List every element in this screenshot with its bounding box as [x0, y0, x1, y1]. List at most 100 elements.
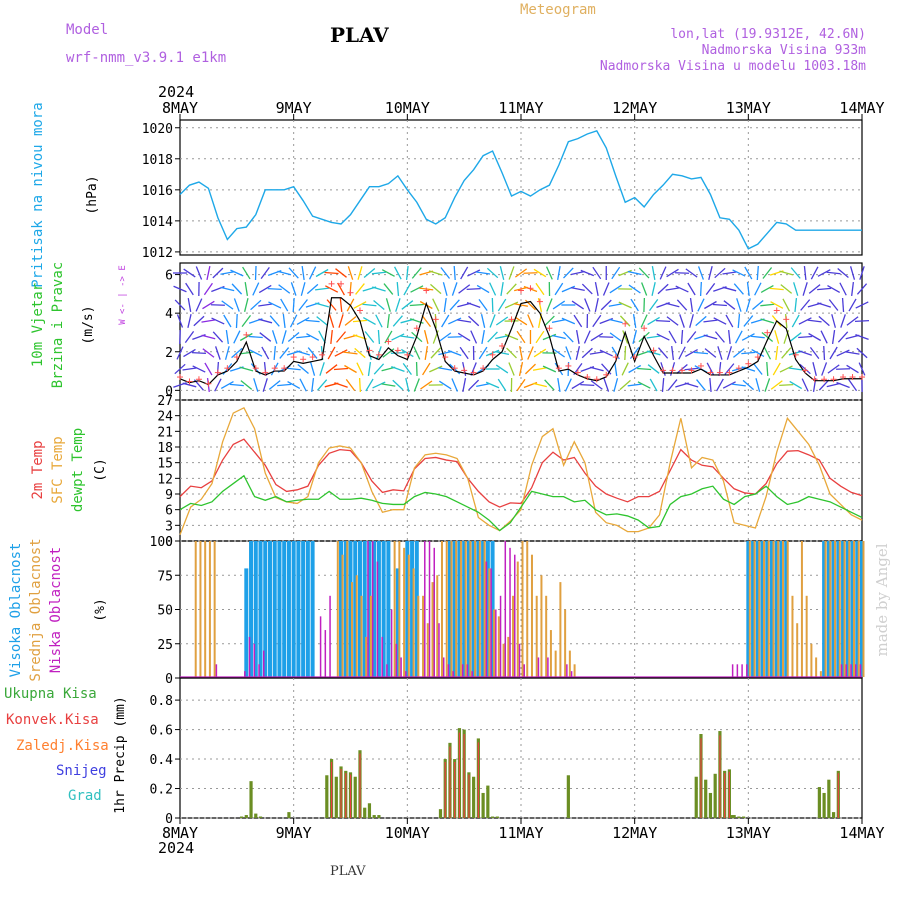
wind-arrow: [383, 283, 394, 295]
wind-arrow: [252, 282, 260, 296]
wind-arrow: [220, 286, 235, 292]
cloud-mid-bar: [549, 630, 552, 677]
wind-arrow: [392, 315, 403, 327]
wind-arrow: [637, 381, 651, 389]
cloud-mid-bar: [545, 595, 548, 677]
cloud-mid-bar: [829, 541, 832, 677]
wind-arrow: [789, 380, 803, 390]
pressure-unit: (hPa): [85, 175, 100, 214]
wind-arrow: [440, 267, 451, 279]
cloud-high-bar: [357, 541, 362, 677]
wind-arrow: [381, 269, 395, 277]
cloud-mid-bar: [369, 595, 372, 677]
precip-bar: [495, 816, 499, 818]
precip-bar: [472, 776, 476, 818]
wind-arrow: [580, 383, 595, 387]
location-text: lon,lat (19.9312E, 42.6N): [670, 27, 866, 42]
precip-conv-bar: [359, 753, 361, 818]
cloud-low-bar: [741, 664, 743, 677]
wind-arrow: [545, 266, 553, 280]
wind-arrow: [442, 282, 448, 296]
wind-arrow: [575, 346, 581, 360]
wind-arrow: [468, 379, 480, 391]
wind-arrow: [689, 314, 694, 328]
cloud-low-bar: [736, 664, 739, 677]
temp-unit: (C): [93, 458, 108, 481]
wind-arrow: [201, 334, 216, 340]
cloud-high-bar: [267, 541, 272, 677]
cloud-low-bar: [490, 568, 492, 677]
wind-arrow: [685, 349, 698, 357]
wind-arrow: [589, 366, 604, 372]
wind-arrow: [310, 362, 316, 376]
wind-arrow: [182, 382, 197, 388]
cloud-high-bar: [760, 541, 765, 677]
ytick-label: 0.4: [150, 753, 174, 768]
wind-arrow: [176, 314, 184, 328]
wind-arrow: [476, 284, 490, 294]
wind-arrow: [703, 334, 718, 340]
wind-arrow: [809, 347, 820, 359]
wind-arrow: [466, 287, 481, 291]
wind-arrow: [775, 345, 779, 361]
cloud-high-bar: [452, 541, 457, 677]
wind-arrow: [413, 378, 420, 392]
wind-arrow: [656, 319, 671, 323]
cloud-low-bar: [499, 595, 502, 677]
cloud-mid-bar: [516, 561, 519, 677]
wind-arrow: [602, 282, 610, 296]
wind-arrow: [741, 351, 756, 355]
wind-arrow: [680, 329, 684, 345]
precip-conv-bar: [837, 773, 839, 818]
wind-arrow: [487, 331, 498, 343]
precip-bar: [737, 816, 741, 818]
top-time-axis: 8MAY 9MAY 10MAY 11MAY 12MAY 13MAY 14MAY: [162, 99, 885, 120]
ytick-label: 2: [165, 346, 173, 361]
top-day-label: 8MAY: [162, 99, 198, 117]
wind-arrow: [770, 380, 783, 390]
wind-arrow: [751, 349, 765, 357]
wind-arrow: [603, 378, 610, 392]
cloud-low-bar: [253, 643, 256, 677]
precip-conv-bar: [719, 735, 721, 818]
cloud-mid-bar: [488, 568, 491, 677]
wind-arrow: [306, 283, 319, 295]
wind-arrow: [800, 299, 811, 311]
wind-arrow: [769, 287, 784, 291]
wind-arrow: [581, 347, 593, 359]
precip-bar: [831, 812, 836, 818]
wind-arrow: [244, 281, 249, 297]
wind-arrow: [421, 315, 432, 327]
wind-arrow: [770, 301, 784, 309]
wind-arrow: [756, 265, 759, 281]
wind-arrow: [780, 284, 793, 294]
wind-arrow: [438, 350, 453, 356]
wind-arrow: [204, 362, 213, 376]
precip-conv-bar: [463, 734, 465, 818]
wind-arrow: [807, 319, 822, 323]
cloud-mid-bar: [568, 650, 571, 677]
wind-arrow: [801, 378, 809, 392]
wind-arrow: [546, 298, 553, 312]
cloud-low-bar: [405, 671, 407, 677]
wind-arrow: [316, 316, 328, 326]
wind-arrow: [828, 299, 839, 311]
wind-arrow: [754, 282, 762, 296]
wind-arrow: [460, 266, 469, 280]
wind-arrow: [212, 267, 224, 279]
wind-arrow: [328, 314, 335, 328]
cloud-mid-bar: [838, 541, 841, 677]
wind-arrow: [518, 362, 524, 376]
wind-arrow: [345, 379, 356, 391]
ytick-label: 6: [165, 504, 173, 519]
wind-arrow: [279, 347, 290, 359]
wind-arrow: [269, 315, 280, 327]
wind-arrow: [831, 314, 837, 328]
cloud-high-bar: [353, 541, 358, 677]
cloud-high-bar: [405, 541, 410, 677]
cloud-low-bar: [859, 664, 862, 677]
wind-arrow: [211, 317, 225, 325]
cloud-low-bar: [504, 541, 507, 677]
wind-arrow: [495, 334, 510, 340]
wind-arrow: [841, 297, 845, 313]
